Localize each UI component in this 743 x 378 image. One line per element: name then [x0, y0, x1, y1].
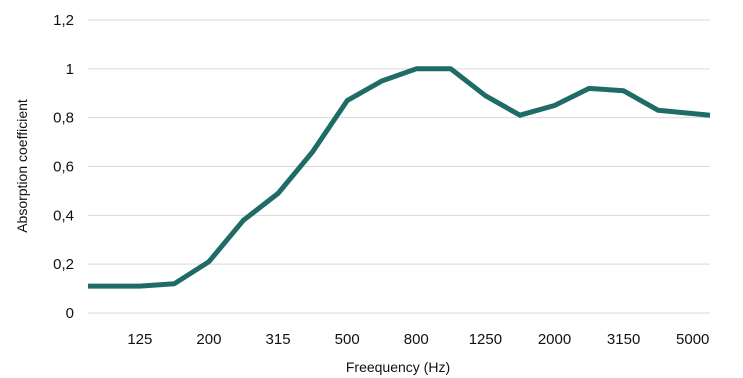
y-tick-label: 0,6	[53, 159, 74, 176]
y-tick-label: 0,8	[53, 110, 74, 127]
x-tick-label: 5000	[676, 331, 709, 348]
x-tick-label: 125	[127, 331, 152, 348]
y-axis-title: Absorption coefficient	[14, 99, 30, 233]
y-tick-label: 0,2	[53, 256, 74, 273]
x-tick-label: 315	[266, 331, 291, 348]
x-tick-label: 200	[196, 331, 221, 348]
y-tick-label: 1,2	[53, 12, 74, 29]
gridlines	[88, 19, 710, 314]
x-tick-label: 2000	[538, 331, 571, 348]
y-axis-tick-labels: 0 0,2 0,4 0,6 0,8 1 1,2	[53, 12, 74, 322]
x-axis-tick-labels: 125 200 315 500 800 1250 2000 3150 5000	[127, 331, 709, 348]
x-tick-label: 800	[404, 331, 429, 348]
x-tick-label: 500	[335, 331, 360, 348]
x-tick-label: 1250	[469, 331, 502, 348]
series-lines	[88, 66, 711, 289]
x-tick-label: 3150	[607, 331, 640, 348]
x-axis-title: Freequency (Hz)	[346, 359, 450, 375]
series-line	[88, 66, 711, 289]
y-tick-label: 0	[66, 305, 74, 322]
y-tick-label: 1	[66, 61, 74, 78]
y-tick-label: 0,4	[53, 207, 74, 224]
